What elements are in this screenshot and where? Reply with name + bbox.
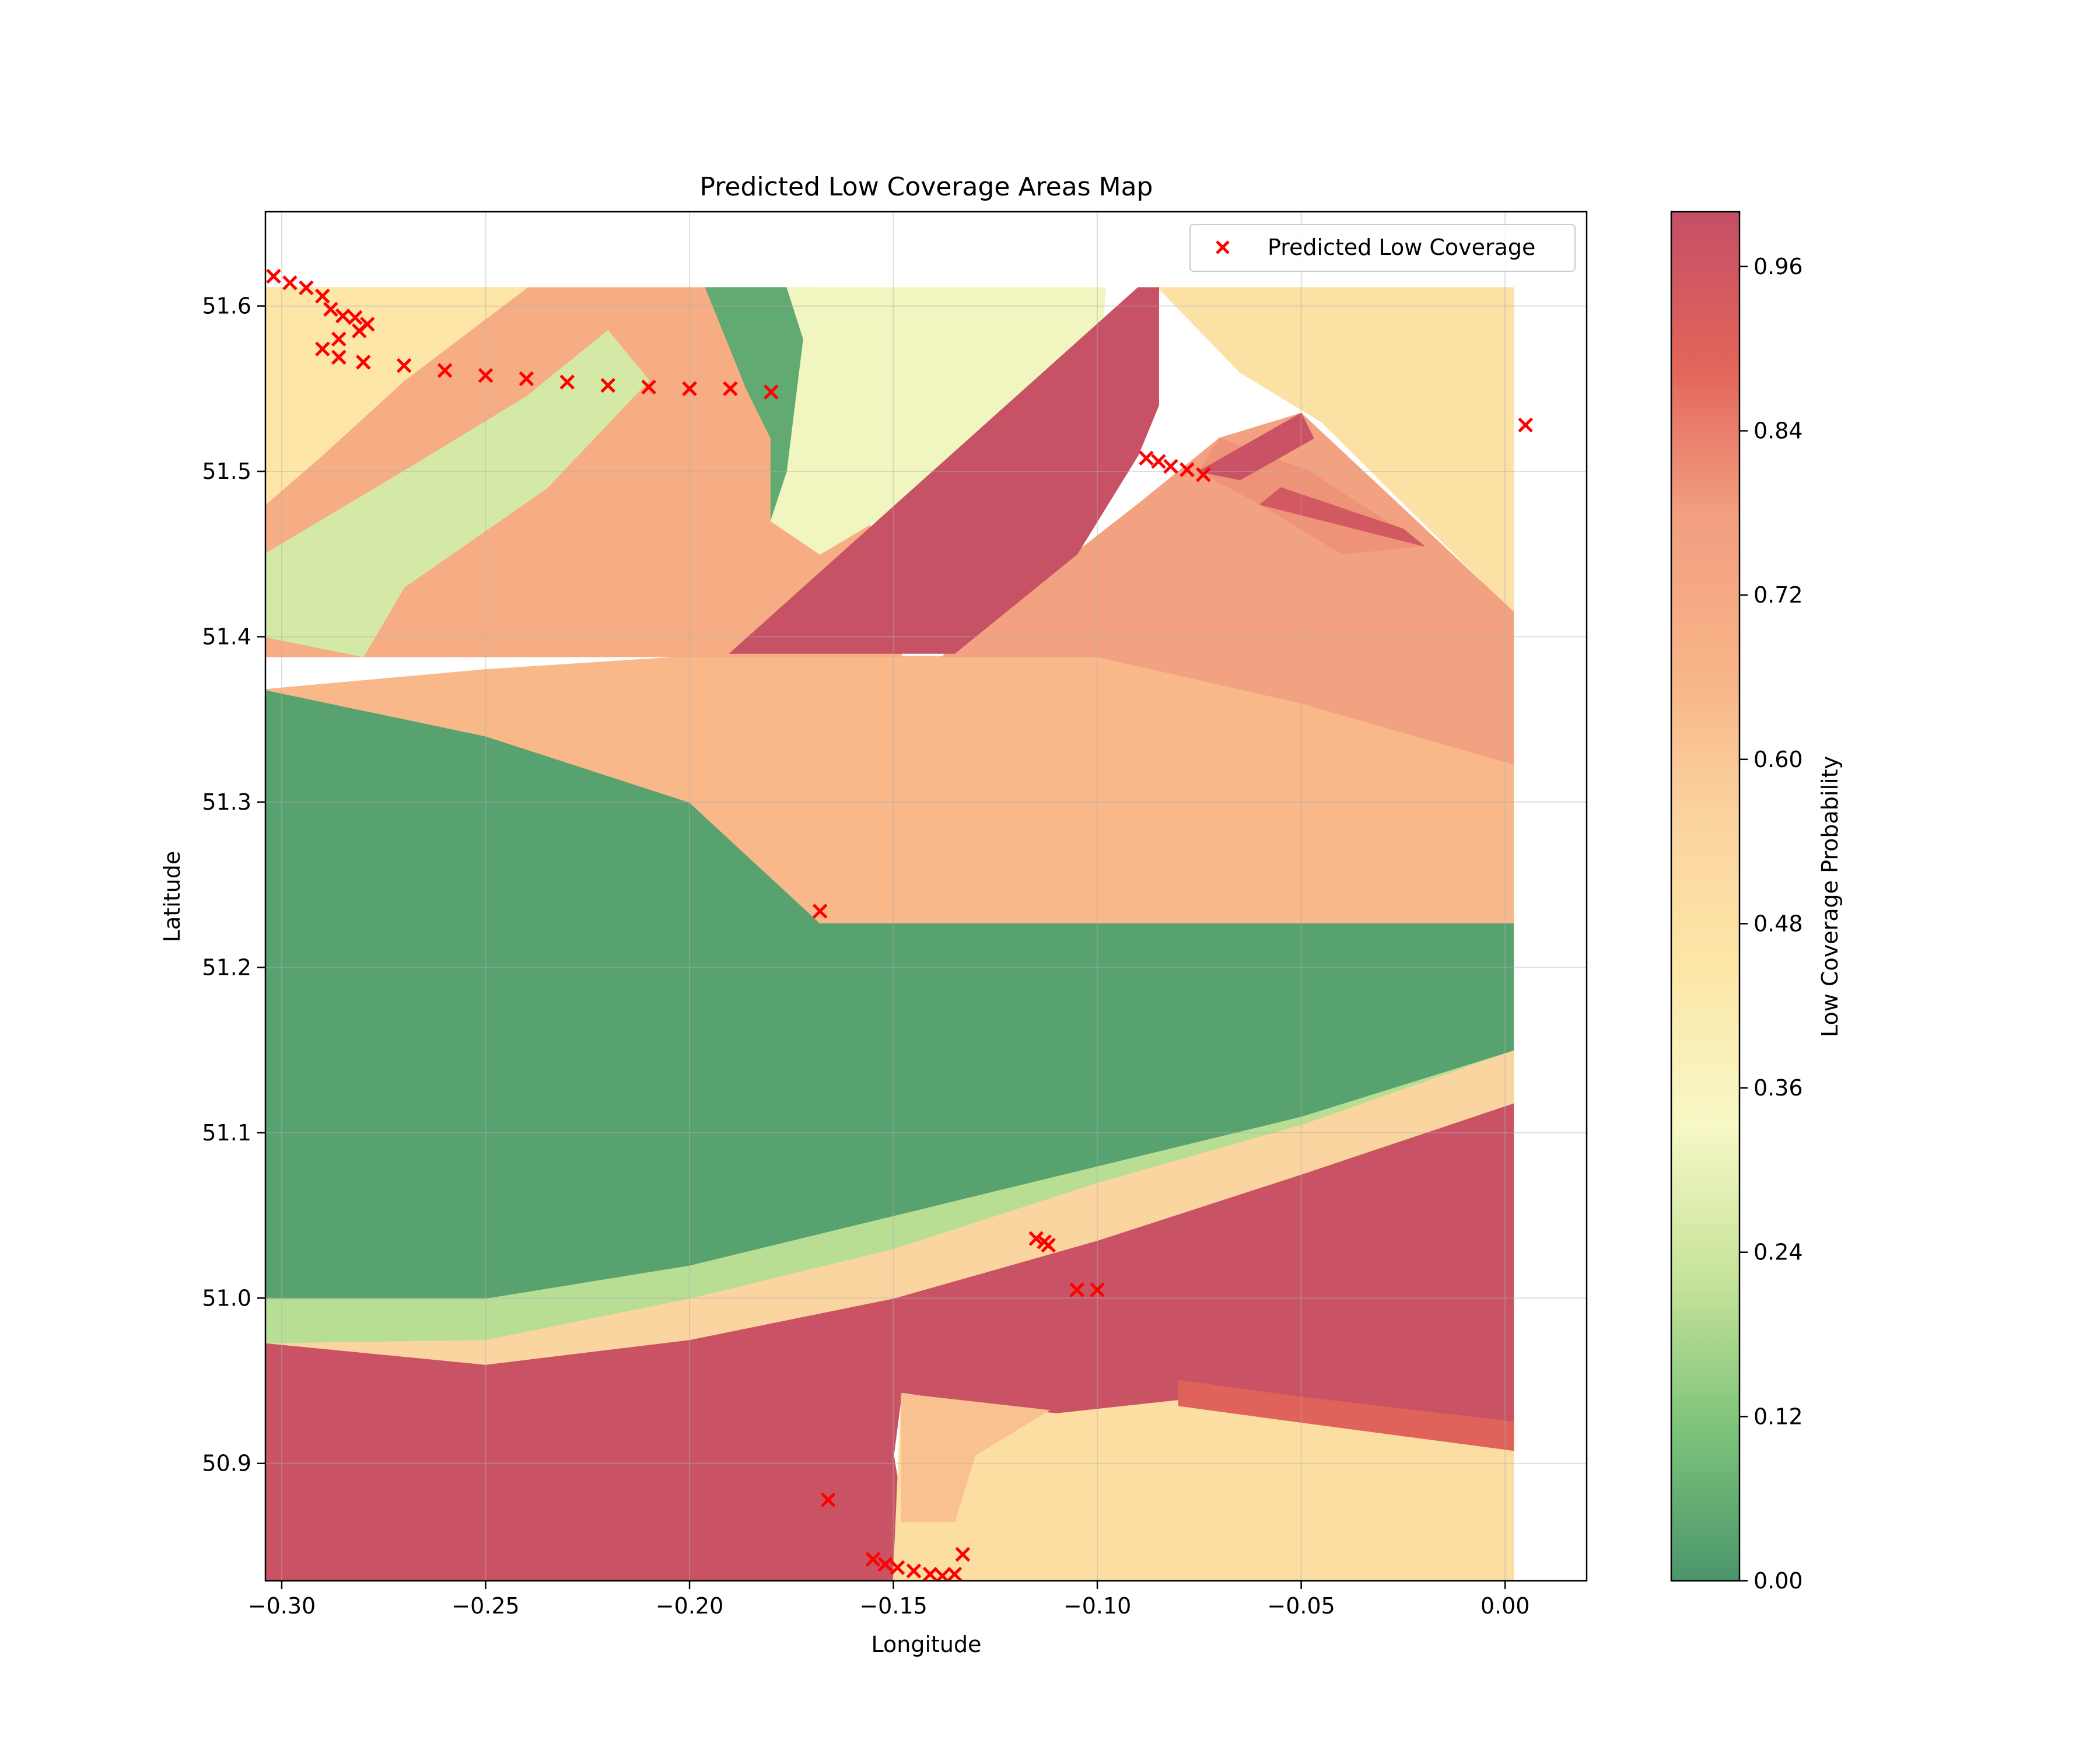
heatmap-region <box>1178 1380 1514 1451</box>
x-tick-label: −0.05 <box>1267 1593 1335 1619</box>
heatmap-region <box>1157 287 1514 614</box>
low-coverage-point <box>1196 467 1211 482</box>
low-coverage-point <box>764 384 779 400</box>
y-tick-label: 51.6 <box>202 293 251 319</box>
low-coverage-point <box>348 310 363 326</box>
heatmap-region <box>770 287 1107 555</box>
y-axis: 50.9 51.0 51.1 51.2 51.3 51.4 51.5 51.6 <box>202 293 265 1476</box>
low-coverage-point <box>877 1556 893 1572</box>
y-tick-label: 51.1 <box>202 1120 251 1146</box>
y-tick-label: 51.3 <box>202 789 251 815</box>
low-coverage-point <box>1139 450 1154 466</box>
colorbar: 0.00 0.12 0.24 0.36 0.48 0.60 0.72 0.84 0.96 Low… <box>1670 211 1843 1594</box>
low-coverage-point <box>1041 1237 1056 1253</box>
low-coverage-point <box>356 355 371 370</box>
low-coverage-point <box>723 381 738 397</box>
low-coverage-point <box>1069 1282 1084 1297</box>
x-tick-label: −0.20 <box>656 1593 723 1619</box>
low-coverage-point <box>820 1492 836 1507</box>
low-coverage-point <box>812 904 828 919</box>
low-coverage-point <box>352 323 367 338</box>
colorbar-tick-label: 0.96 <box>1754 254 1803 279</box>
colorbar-tick-label: 0.00 <box>1754 1568 1803 1594</box>
low-coverage-point <box>1090 1282 1105 1297</box>
colorbar-label: Low Coverage Probability <box>1817 756 1843 1037</box>
y-tick-label: 51.0 <box>202 1285 251 1311</box>
heatmap-region <box>265 330 650 657</box>
x-tick-label: −0.30 <box>248 1593 316 1619</box>
low-coverage-point <box>335 308 351 324</box>
legend-box <box>1189 224 1576 272</box>
colorbar-tick-label: 0.48 <box>1754 911 1803 936</box>
heatmap-region <box>729 287 1159 654</box>
y-tick-label: 50.9 <box>202 1451 251 1476</box>
low-coverage-point <box>682 381 697 397</box>
low-coverage-point <box>437 363 453 378</box>
plot-area <box>264 211 1588 1582</box>
low-coverage-point <box>519 371 534 387</box>
low-coverage-point <box>890 1560 905 1576</box>
y-axis-label: Latitude <box>159 851 185 942</box>
low-coverage-markers <box>266 268 1533 1581</box>
x-tick-label: −0.10 <box>1063 1593 1131 1619</box>
heatmap-region <box>901 1393 1051 1522</box>
low-coverage-point <box>331 349 346 365</box>
low-coverage-point <box>906 1563 922 1578</box>
low-coverage-point <box>323 302 338 317</box>
low-coverage-point <box>559 374 575 390</box>
colorbar-tick-label: 0.60 <box>1754 747 1803 772</box>
low-coverage-point <box>955 1546 971 1562</box>
x-tick-label: 0.00 <box>1480 1593 1530 1619</box>
low-coverage-point <box>1180 462 1195 477</box>
legend-marker-icon <box>1216 240 1230 254</box>
x-axis: −0.30 −0.25 −0.20 −0.15 −0.10 −0.05 0.00 <box>248 1581 1530 1619</box>
chart-title: Predicted Low Coverage Areas Map <box>700 172 1153 202</box>
legend-label: Predicted Low Coverage <box>1268 235 1535 260</box>
x-tick-label: −0.25 <box>452 1593 519 1619</box>
colorbar-tick-label: 0.12 <box>1754 1404 1803 1429</box>
legend: Predicted Low Coverage <box>1189 224 1576 272</box>
y-tick-label: 51.2 <box>202 954 251 980</box>
heatmap-regions <box>265 287 1514 1581</box>
x-axis-label: Longitude <box>872 1632 982 1657</box>
low-coverage-point <box>1518 417 1533 433</box>
low-coverage-point <box>641 379 656 395</box>
low-coverage-point <box>1028 1231 1044 1247</box>
colorbar-gradient <box>1671 212 1740 1581</box>
colorbar-tick-label: 0.84 <box>1754 418 1803 444</box>
colorbar-ticks: 0.00 0.12 0.24 0.36 0.48 0.60 0.72 0.84 0.96 <box>1740 254 1803 1594</box>
low-coverage-point <box>396 358 412 373</box>
y-tick-label: 51.5 <box>202 459 251 484</box>
low-coverage-point <box>282 275 298 290</box>
plot-frame <box>264 211 1588 1582</box>
grid-lines <box>265 212 1587 1581</box>
heatmap-region <box>1259 487 1424 547</box>
low-coverage-point <box>922 1566 938 1581</box>
low-coverage-point <box>1151 454 1166 469</box>
low-coverage-point <box>947 1566 963 1581</box>
low-coverage-point <box>1163 459 1178 474</box>
colorbar-tick-label: 0.72 <box>1754 582 1803 608</box>
low-coverage-point <box>266 268 281 284</box>
colorbar-tick-label: 0.36 <box>1754 1075 1803 1101</box>
low-coverage-point <box>315 341 330 357</box>
heatmap-region <box>1198 412 1314 481</box>
heatmap-region <box>265 287 528 506</box>
low-coverage-point <box>865 1552 881 1567</box>
colorbar-frame <box>1670 211 1741 1582</box>
low-coverage-point <box>299 280 314 296</box>
low-coverage-point <box>600 377 615 393</box>
y-tick-label: 51.4 <box>202 624 251 649</box>
low-coverage-point <box>478 368 494 383</box>
low-coverage-point <box>331 331 346 347</box>
low-coverage-point <box>315 288 330 304</box>
x-tick-label: −0.15 <box>859 1593 927 1619</box>
heatmap-region <box>940 412 1514 765</box>
colorbar-tick-label: 0.24 <box>1754 1240 1803 1265</box>
